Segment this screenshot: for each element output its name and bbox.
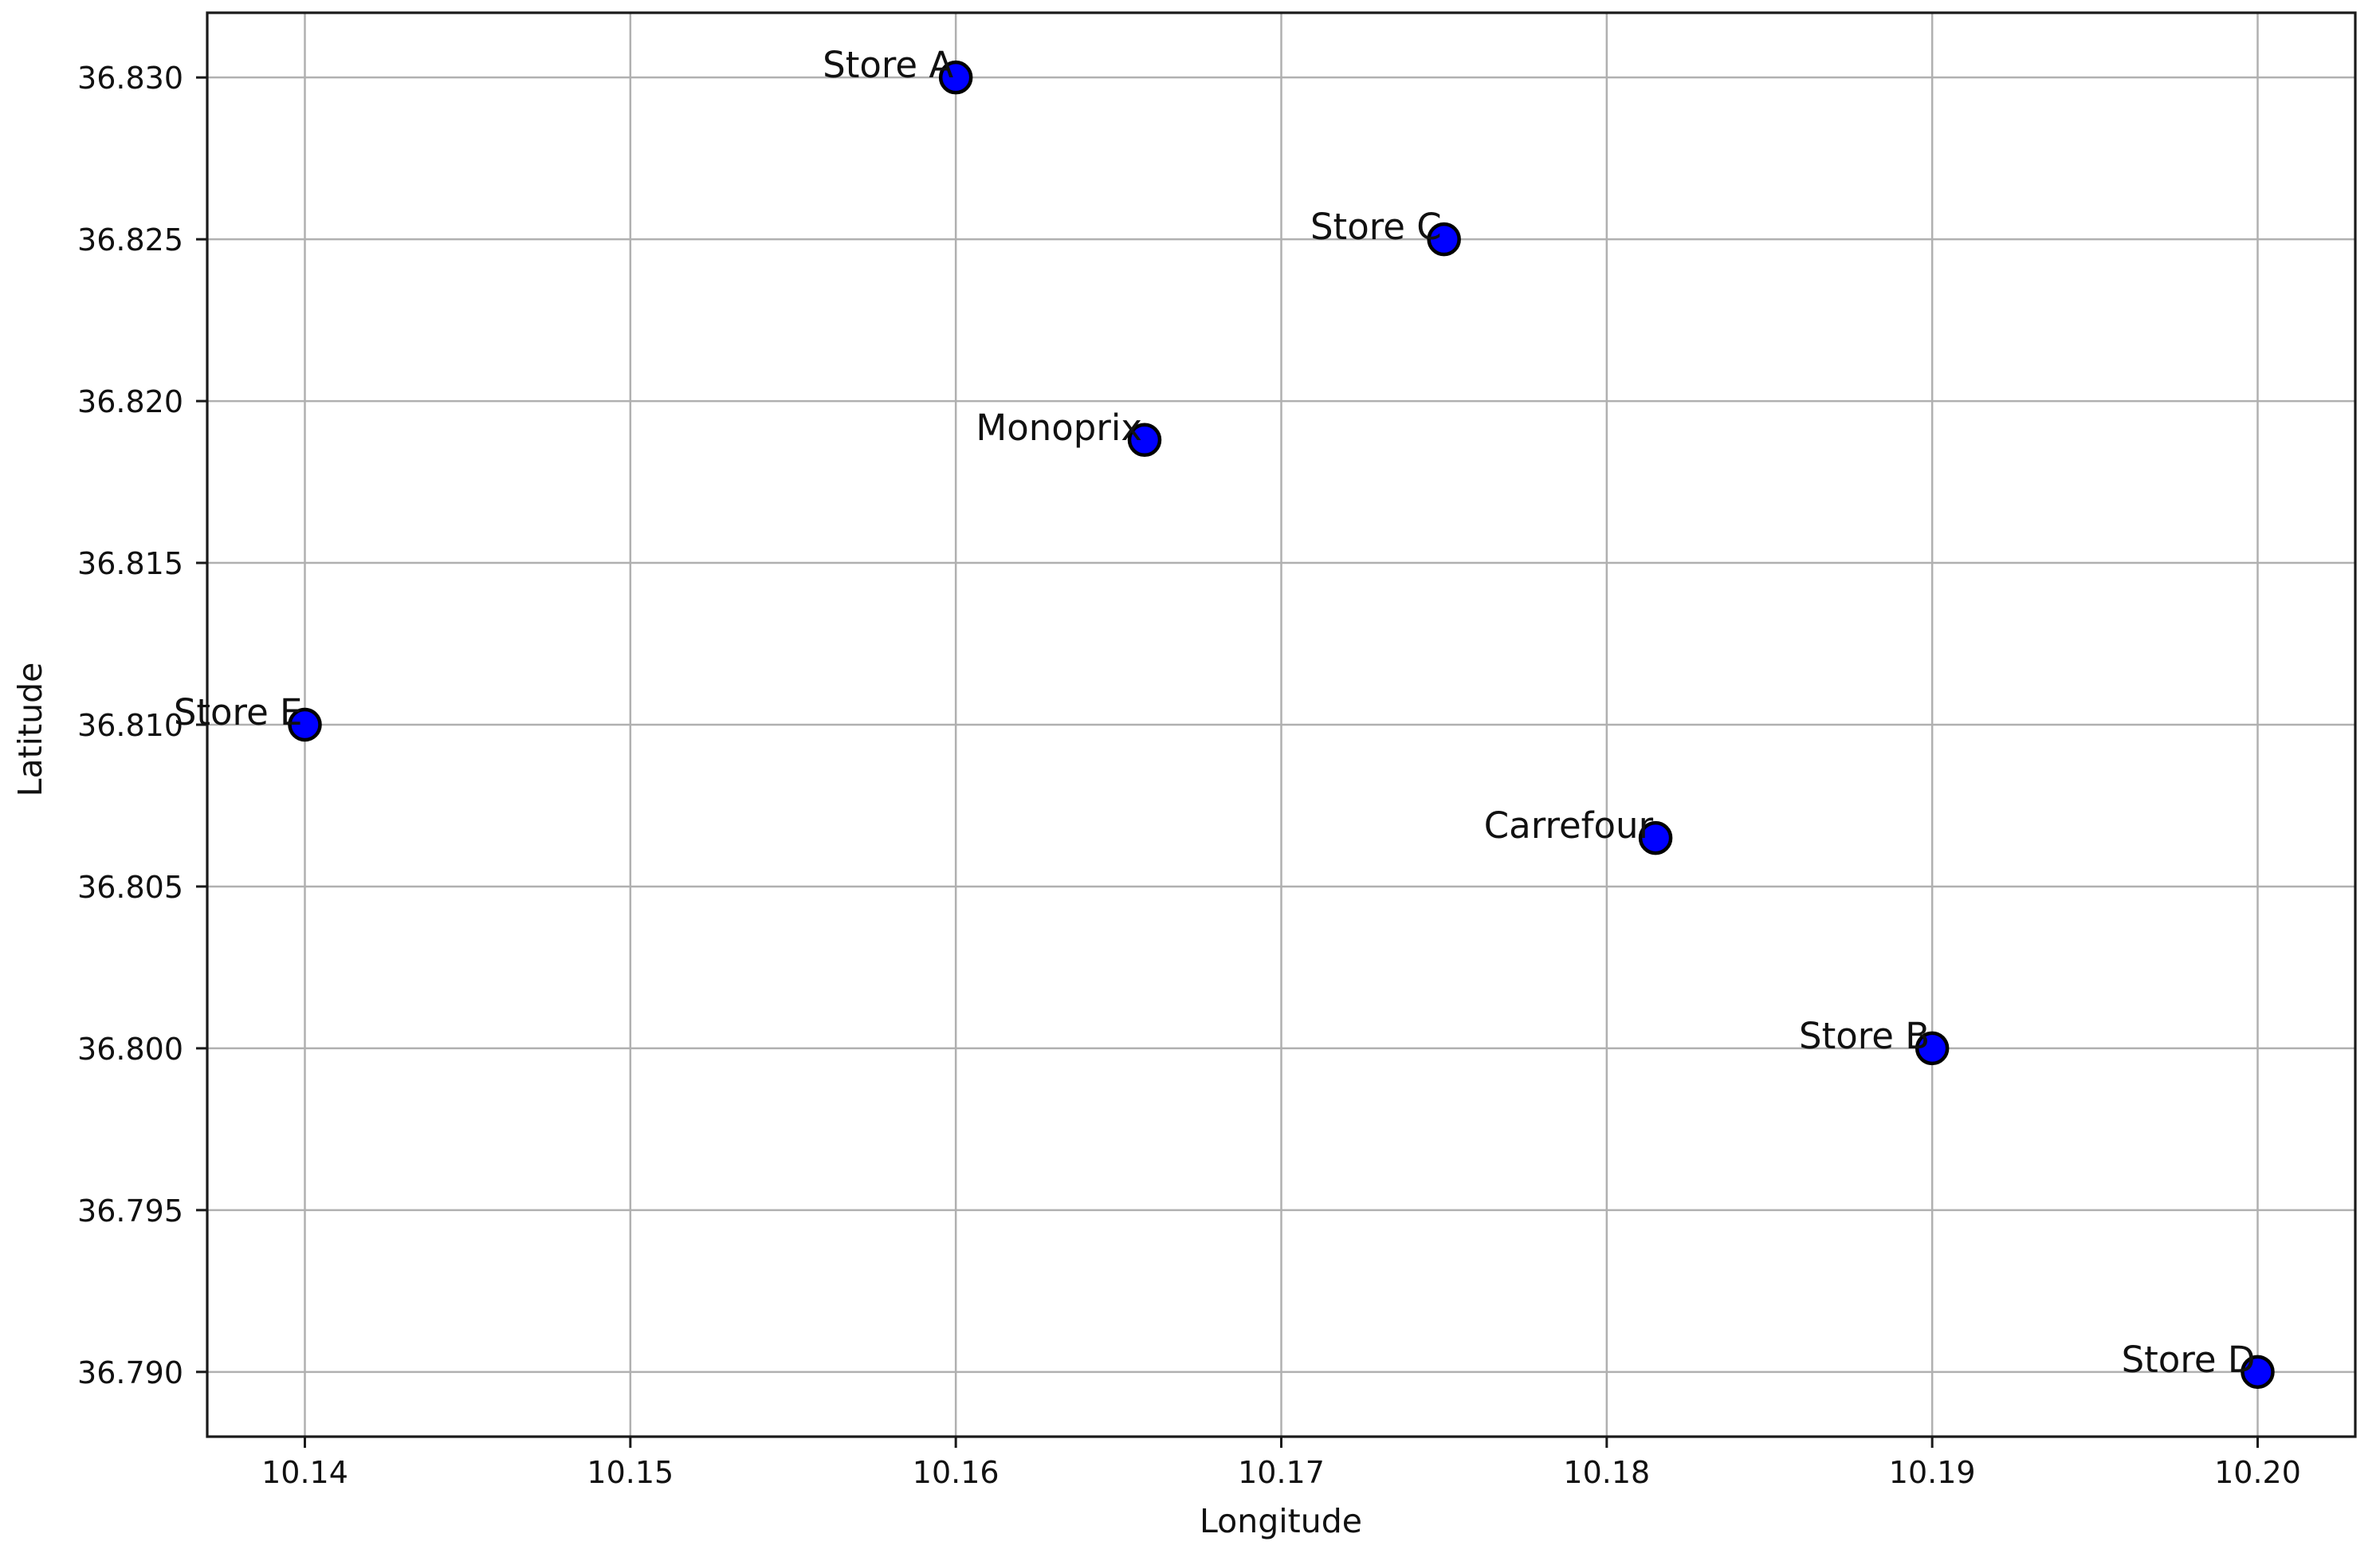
- point-label-store-e: Store E: [174, 691, 303, 733]
- y-tick-label: 36.810: [77, 708, 183, 743]
- y-tick-label: 36.795: [77, 1193, 183, 1229]
- x-tick-label: 10.16: [913, 1455, 1000, 1490]
- y-tick-label: 36.815: [77, 546, 183, 581]
- point-label-monoprix: Monoprix: [976, 407, 1142, 449]
- y-tick-label: 36.800: [77, 1032, 183, 1067]
- x-axis-label: Longitude: [1200, 1502, 1362, 1540]
- y-tick-label: 36.825: [77, 222, 183, 258]
- point-label-store-a: Store A: [823, 44, 953, 86]
- data-point-store-e: [288, 707, 322, 742]
- point-label-store-d: Store D: [2122, 1339, 2256, 1381]
- x-tick-label: 10.18: [1563, 1455, 1650, 1490]
- data-point-carrefour: [1638, 820, 1673, 855]
- y-axis-label: Latitude: [11, 663, 49, 797]
- y-tick-label: 36.790: [77, 1355, 183, 1390]
- x-tick-label: 10.17: [1238, 1455, 1325, 1490]
- data-point-store-d: [2241, 1355, 2275, 1390]
- y-tick-label: 36.805: [77, 870, 183, 905]
- data-point-store-a: [938, 60, 973, 95]
- x-tick-label: 10.20: [2214, 1455, 2301, 1490]
- data-point-store-b: [1915, 1031, 1950, 1066]
- point-label-store-b: Store B: [1799, 1015, 1930, 1057]
- data-point-monoprix: [1127, 423, 1162, 458]
- y-tick-label: 36.820: [77, 384, 183, 419]
- x-tick-label: 10.14: [261, 1455, 348, 1490]
- x-tick-label: 10.15: [587, 1455, 674, 1490]
- x-tick-label: 10.19: [1889, 1455, 1976, 1490]
- point-label-store-c: Store C: [1310, 206, 1442, 248]
- y-tick-label: 36.830: [77, 61, 183, 96]
- data-point-store-c: [1427, 222, 1461, 257]
- point-label-carrefour: Carrefour: [1484, 804, 1654, 847]
